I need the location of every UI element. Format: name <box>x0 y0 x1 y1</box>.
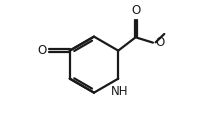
Text: NH: NH <box>111 85 129 98</box>
Text: O: O <box>131 4 140 17</box>
Text: O: O <box>155 36 165 49</box>
Text: O: O <box>37 44 46 57</box>
